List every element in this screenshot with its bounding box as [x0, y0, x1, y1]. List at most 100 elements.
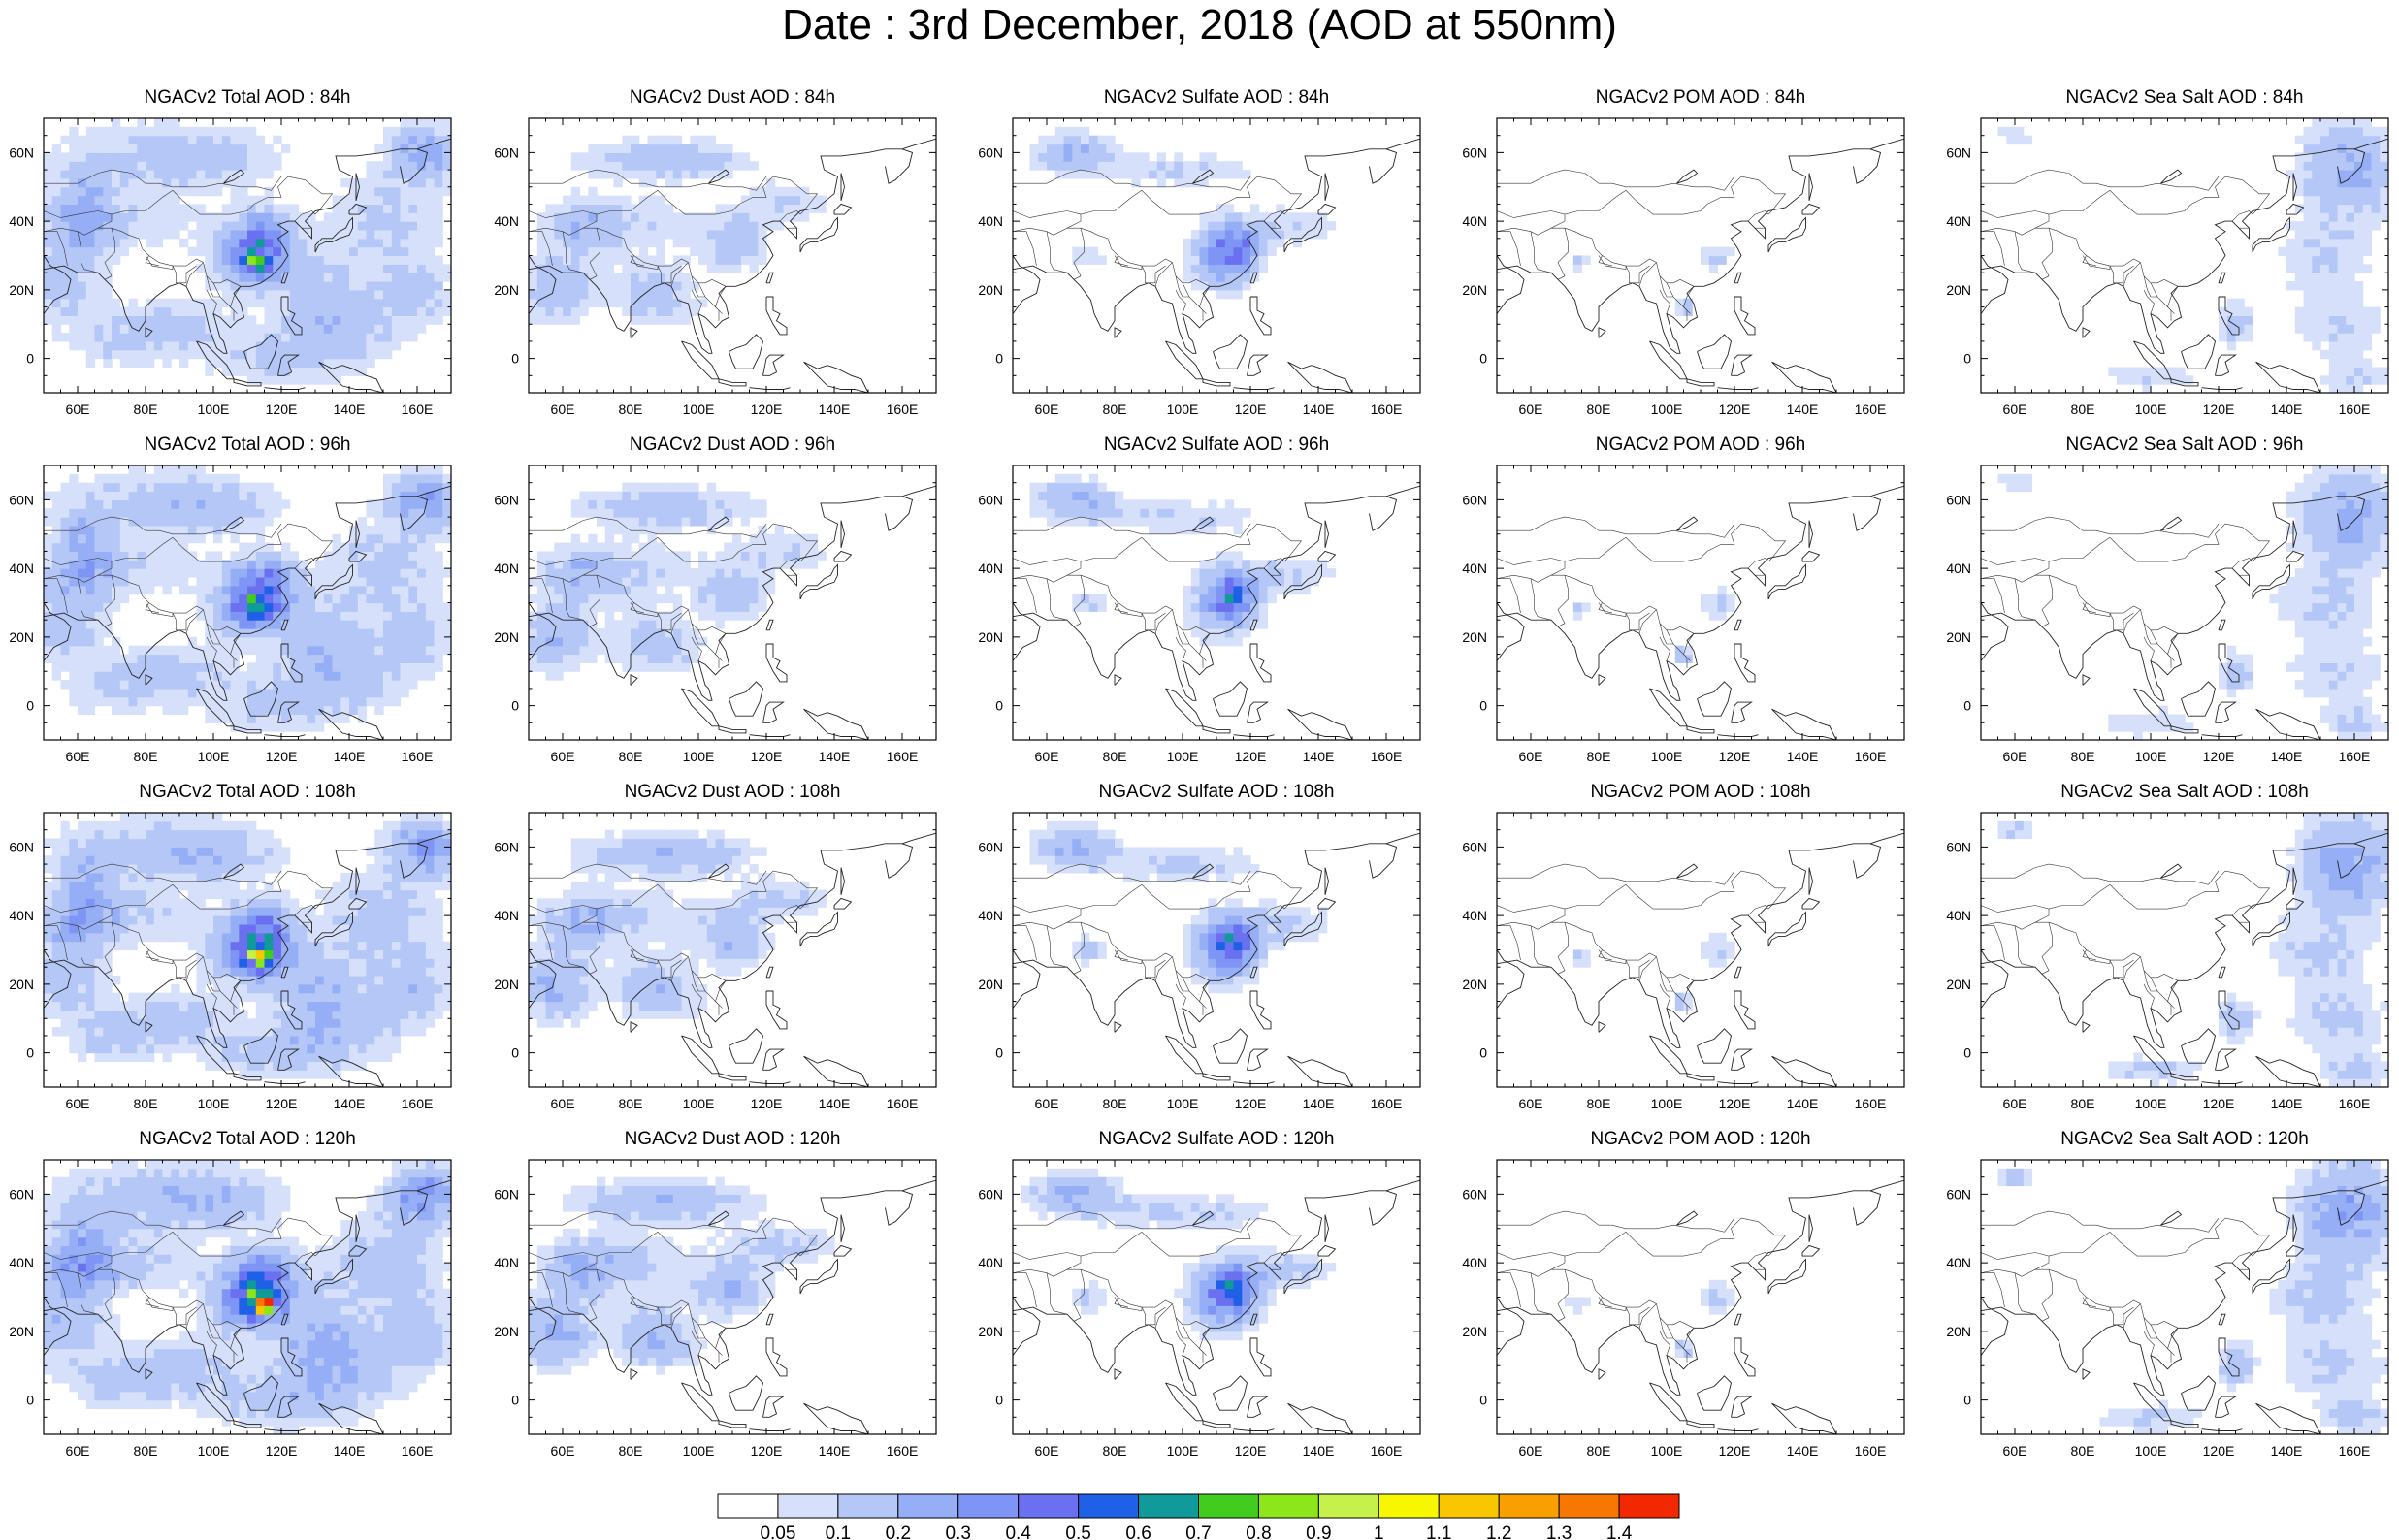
borders	[44, 1210, 334, 1363]
lat-tick-label: 40N	[978, 1255, 1003, 1270]
map-panel-seasalt-r3: NGACv2 Sea Salt AOD : 120h 60E 80E 100E 120E…	[1937, 1129, 2399, 1476]
borders	[529, 863, 819, 1015]
lon-tick-label: 160E	[402, 1443, 434, 1459]
lat-tick-label: 60N	[978, 144, 1003, 160]
coastlines	[529, 832, 936, 1087]
lon-tick-label: 160E	[1855, 1096, 1887, 1111]
lat-tick-label: 40N	[9, 908, 34, 923]
lon-tick-label: 100E	[1167, 1443, 1199, 1459]
lon-tick-label: 140E	[1303, 749, 1335, 764]
borders	[1497, 1210, 1787, 1363]
aod-map: 60E 80E 100E 120E 140E 160E 0 20N 40N 60N	[1946, 117, 2389, 417]
aod-map: 60E 80E 100E 120E 140E 160E 0 20N 40N 60N	[978, 465, 1421, 764]
map-panel-seasalt-r2: NGACv2 Sea Salt AOD : 108h 60E 80E 100E 120E…	[1937, 782, 2399, 1129]
lon-tick-label: 80E	[134, 749, 158, 764]
panel-title: NGACv2 Sea Salt AOD : 84h	[2065, 87, 2304, 108]
lon-tick-label: 120E	[1719, 749, 1751, 764]
lon-tick-label: 160E	[887, 749, 919, 764]
coastlines	[1497, 832, 1904, 1087]
lon-tick-label: 160E	[887, 1096, 919, 1111]
aod-map: 60E 80E 100E 120E 140E 160E 0 20N 40N 60N	[1946, 812, 2389, 1111]
panel-title: NGACv2 Dust AOD : 84h	[629, 87, 836, 108]
coastlines	[1013, 1179, 1420, 1434]
map-panel-total-r1: NGACv2 Total AOD : 96h 60E 80E 100E 120E 140E…	[0, 434, 485, 782]
lat-tick-label: 20N	[1946, 282, 1971, 298]
lon-tick-label: 120E	[2203, 1096, 2235, 1111]
lat-tick-label: 20N	[978, 282, 1003, 298]
lat-tick-label: 20N	[978, 1324, 1003, 1339]
lon-tick-label: 140E	[1787, 401, 1819, 417]
lon-tick-label: 140E	[819, 1096, 851, 1111]
lon-tick-label: 80E	[1587, 1443, 1611, 1459]
coastlines	[1497, 138, 1904, 393]
lat-tick-label: 0	[995, 1045, 1003, 1061]
lat-tick-label: 60N	[1946, 839, 1971, 854]
borders	[1981, 516, 2271, 668]
lon-tick-label: 160E	[2339, 1443, 2371, 1459]
lat-tick-label: 0	[511, 351, 519, 367]
lon-tick-label: 80E	[1587, 1096, 1611, 1111]
aod-field	[529, 829, 827, 1028]
lon-tick-label: 80E	[1103, 749, 1127, 764]
lon-tick-label: 100E	[1651, 1096, 1683, 1111]
lon-tick-label: 80E	[619, 401, 643, 417]
lat-tick-label: 40N	[9, 213, 34, 229]
coastlines	[1981, 138, 2388, 393]
panel-title: NGACv2 Sulfate AOD : 120h	[1098, 1129, 1335, 1149]
aod-map: 60E 80E 100E 120E 140E 160E 0 20N 40N 60N	[9, 1159, 452, 1459]
lat-tick-label: 40N	[1946, 561, 1971, 576]
lat-tick-label: 60N	[978, 492, 1003, 507]
coastlines	[44, 138, 451, 393]
lat-tick-label: 60N	[9, 839, 34, 854]
lat-tick-label: 40N	[9, 561, 34, 576]
lon-tick-label: 60E	[551, 1443, 575, 1459]
aod-field	[44, 118, 451, 385]
lat-tick-label: 20N	[494, 977, 519, 992]
lon-tick-label: 60E	[551, 401, 575, 417]
lat-tick-label: 0	[511, 1045, 519, 1061]
lat-tick-label: 20N	[494, 282, 519, 298]
lon-tick-label: 80E	[2071, 1443, 2095, 1459]
aod-field	[1029, 473, 1337, 647]
aod-field	[44, 1160, 451, 1434]
lat-tick-label: 40N	[494, 908, 519, 923]
borders	[1497, 516, 1787, 668]
lon-tick-label: 100E	[2135, 1443, 2167, 1459]
aod-field	[1997, 465, 2388, 740]
borders	[529, 169, 819, 321]
coastlines	[1013, 138, 1420, 393]
lon-tick-label: 120E	[266, 1096, 298, 1111]
aod-map: 60E 80E 100E 120E 140E 160E 0 20N 40N 60N	[494, 812, 937, 1111]
lat-tick-label: 20N	[1462, 977, 1487, 992]
lon-tick-label: 120E	[1719, 1096, 1751, 1111]
aod-map: 60E 80E 100E 120E 140E 160E 0 20N 40N 60N	[1946, 465, 2389, 764]
lat-tick-label: 60N	[978, 1186, 1003, 1202]
aod-field	[1021, 1168, 1337, 1341]
lat-tick-label: 0	[26, 351, 34, 367]
lon-tick-label: 160E	[2339, 1096, 2371, 1111]
lon-tick-label: 100E	[1167, 1096, 1199, 1111]
borders	[1497, 863, 1787, 1015]
borders	[44, 863, 334, 1015]
lon-tick-label: 60E	[551, 1096, 575, 1111]
panel-title: NGACv2 Dust AOD : 96h	[629, 434, 836, 455]
borders	[1013, 516, 1303, 668]
lat-tick-label: 40N	[494, 1255, 519, 1270]
aod-field	[1565, 1279, 1735, 1358]
aod-field	[529, 135, 827, 325]
lon-tick-label: 80E	[134, 1443, 158, 1459]
lon-tick-label: 160E	[1371, 749, 1403, 764]
coastlines	[1497, 1179, 1904, 1434]
lon-tick-label: 160E	[1371, 1096, 1403, 1111]
lon-tick-label: 160E	[1855, 401, 1887, 417]
lat-tick-label: 60N	[978, 839, 1003, 854]
lon-tick-label: 80E	[619, 1096, 643, 1111]
lat-tick-label: 60N	[494, 1186, 519, 1202]
panel-title: NGACv2 Sea Salt AOD : 96h	[2065, 434, 2304, 455]
borders	[1497, 169, 1787, 321]
coastlines	[529, 1179, 936, 1434]
lat-tick-label: 40N	[1946, 908, 1971, 923]
panel-title: NGACv2 POM AOD : 84h	[1595, 87, 1806, 108]
lat-tick-label: 40N	[1946, 213, 1971, 229]
lon-tick-label: 100E	[1651, 1443, 1683, 1459]
